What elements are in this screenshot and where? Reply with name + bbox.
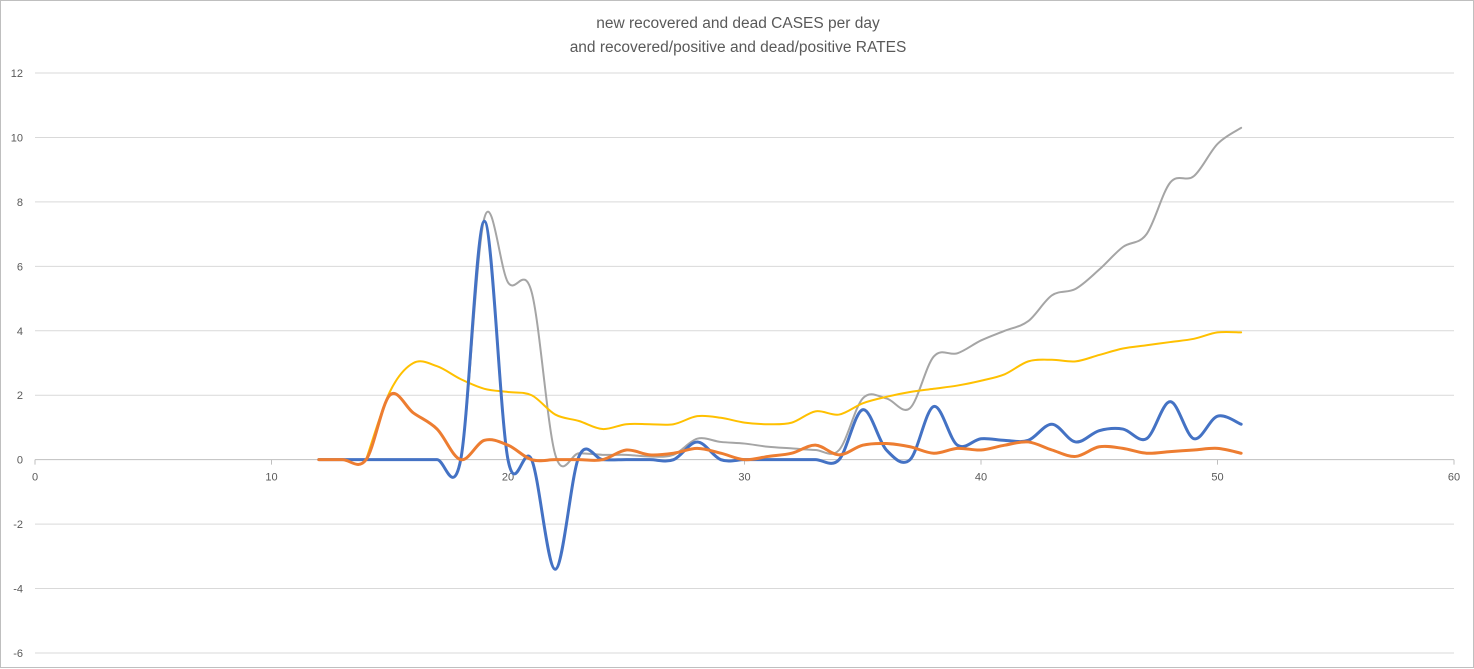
series-line-4 xyxy=(317,392,1243,466)
y-tick-label: -2 xyxy=(13,519,23,531)
y-tick-labels: -6 -4 -2 0 2 4 6 8 10 12 xyxy=(11,68,23,660)
chart-subtitle: and recovered/positive and dead/positive… xyxy=(570,39,907,56)
x-tick-label: 60 xyxy=(1448,472,1460,484)
y-tick-label: 4 xyxy=(17,326,23,338)
x-tick-label: 30 xyxy=(738,472,750,484)
y-tick-label: 6 xyxy=(17,261,23,273)
y-tick-label: 0 xyxy=(17,455,23,467)
y-tick-label: 2 xyxy=(17,390,23,402)
x-tick-label: 40 xyxy=(975,472,987,484)
series-lines xyxy=(317,126,1243,571)
x-tick-label: 20 xyxy=(502,472,514,484)
x-tick-labels: 0 10 20 30 40 50 60 xyxy=(32,472,1460,484)
y-tick-label: 10 xyxy=(11,132,23,144)
y-tick-label: 12 xyxy=(11,68,23,80)
x-tick-label: 10 xyxy=(265,472,277,484)
y-tick-label: -4 xyxy=(13,584,23,596)
chart-title: new recovered and dead CASES per day xyxy=(596,15,880,32)
y-tick-label: 8 xyxy=(17,197,23,209)
x-tick-label: 50 xyxy=(1211,472,1223,484)
y-tick-label: -6 xyxy=(13,648,23,660)
x-tick-label: 0 xyxy=(32,472,38,484)
gridlines xyxy=(35,72,1454,654)
series-line-2 xyxy=(365,330,1243,461)
